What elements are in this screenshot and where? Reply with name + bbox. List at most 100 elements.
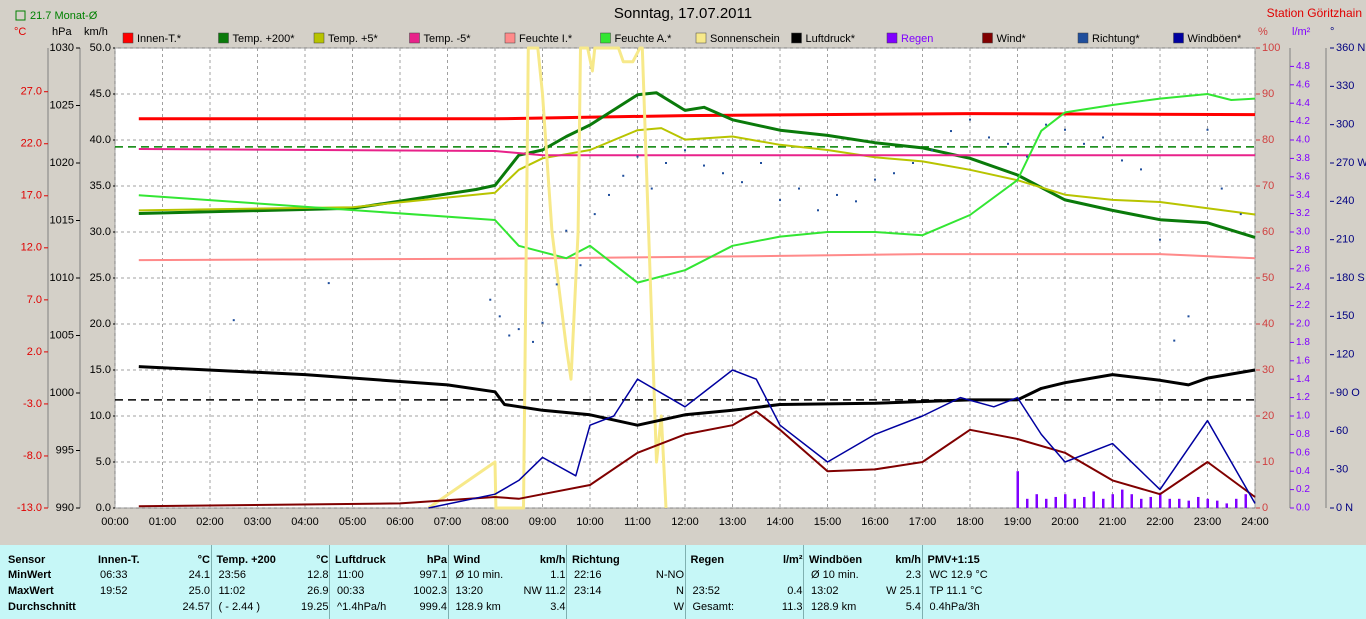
table-cell: 23:14 [574,585,602,597]
legend-label: Sonnenschein [710,33,780,45]
y-tick-label: 1005 [50,329,74,341]
table-cell: PMV+1:15 [927,554,980,566]
table-cell: W 25.1 [886,585,921,597]
y-tick-label: 330 [1336,80,1354,92]
y-tick-label: 20 [1262,410,1274,422]
bar [1140,498,1143,508]
y-tick-label: 30.0 [90,226,111,238]
x-tick-label: 08:00 [481,516,509,528]
y-tick-label: 50 [1262,272,1274,284]
series-line [138,93,1256,284]
table-cell: 11:02 [218,585,246,597]
y-tick-label: 300 [1336,119,1354,131]
table-cell: 1002.3 [413,585,447,597]
table-cell: 23:56 [218,569,247,581]
table-cell: Wind [453,554,481,566]
bar [1244,494,1247,508]
scatter-point [836,193,838,196]
legend-label: Richtung* [1092,33,1140,45]
scatter-point [555,283,558,286]
y-tick-label: 90 [1262,88,1274,100]
legend-label: Temp. -5* [424,33,472,45]
legend-swatch [791,32,802,44]
y-tick-label: 1.8 [1296,337,1310,348]
table-cell: Sensor [8,554,46,566]
scatter-point [1064,128,1066,131]
reference-label: 21.7 Monat-Ø [30,10,98,22]
y-tick-label: 240 [1336,195,1354,207]
scatter-point [1026,155,1028,158]
bar [1026,498,1029,508]
table-cell: N-NO [655,569,684,581]
column-separator [447,545,449,619]
x-tick-label: 14:00 [766,516,794,528]
scatter-point [498,315,501,318]
y-tick-label: 25.0 [90,272,111,284]
x-tick-label: 19:00 [1004,516,1032,528]
scatter-point [508,334,511,337]
scatter-point [969,118,971,121]
y-tick-label: 10 [1262,456,1274,468]
table-cell: NW 11.2 [523,585,566,597]
scatter-point [1187,315,1190,318]
scatter-point [779,199,781,202]
y-tick-label: 2.0 [27,346,42,358]
x-tick-label: 09:00 [529,516,557,528]
column-separator [566,545,567,619]
bar [1073,498,1076,508]
table-cell: ( - 2.44 ) [218,601,261,613]
bar [1054,496,1057,508]
bar [1083,496,1086,508]
legend-label: Luftdruck* [806,33,856,45]
table-cell: 11.3 [781,601,803,613]
legend-swatch [1173,32,1184,44]
legend-label: Regen [901,33,933,45]
x-tick-label: 11:00 [624,516,651,528]
y-tick-label: 0 N [1336,502,1353,514]
table-cell: l/m² [782,554,803,566]
y-tick-label: 1.0 [1296,411,1310,422]
bar [1206,498,1209,508]
y-tick-label: 10.0 [90,410,111,422]
table-cell: Temp. +200 [216,554,276,566]
table-cell: 0.4hPa/3h [929,601,980,613]
y-tick-label: 0.0 [1296,503,1310,514]
table-cell: 128.9 km [455,601,501,613]
table-cell: km/h [895,554,921,566]
y-tick-label: 3.4 [1296,190,1310,201]
table-cell: Windböen [809,554,863,566]
bar [1064,494,1067,508]
series-line [138,365,1256,427]
table-cell: 11:00 [337,569,364,581]
y-tick-label: 150 [1336,310,1354,322]
y-tick-label: 27.0 [21,86,42,98]
x-tick-label: 23:00 [1194,516,1222,528]
series-line [138,253,1256,262]
legend-swatch [982,32,993,44]
table-cell: Innen-T. [98,554,140,566]
table-cell: 0.4 [787,585,803,597]
y-tick-label: 100 [1262,42,1280,54]
scatter-point [541,321,544,324]
y-tick-label: 1.4 [1296,374,1310,385]
x-tick-label: 18:00 [956,516,984,528]
y-tick-label: 4.6 [1296,79,1310,90]
y-tick-label: 1030 [50,42,74,54]
y-tick-label: 2.8 [1296,245,1310,256]
y-tick-label: 3.0 [1296,227,1310,238]
legend-swatch [886,32,898,44]
y-tick-label: 120 [1336,349,1354,361]
legend-swatch [122,32,134,44]
table-cell: km/h [539,554,566,566]
column-separator [329,545,330,619]
table-cell: 22:16 [574,569,602,581]
scatter-point [622,174,625,177]
y-tick-label: 270 W [1336,157,1366,169]
legend-label: Windböen* [1188,33,1243,45]
y-tick-label: 0.4 [1296,466,1310,477]
axis-title: km/h [84,26,108,38]
x-tick-label: 16:00 [861,516,889,528]
bar [1197,496,1200,508]
table-cell: TP 11.1 °C [929,585,983,597]
